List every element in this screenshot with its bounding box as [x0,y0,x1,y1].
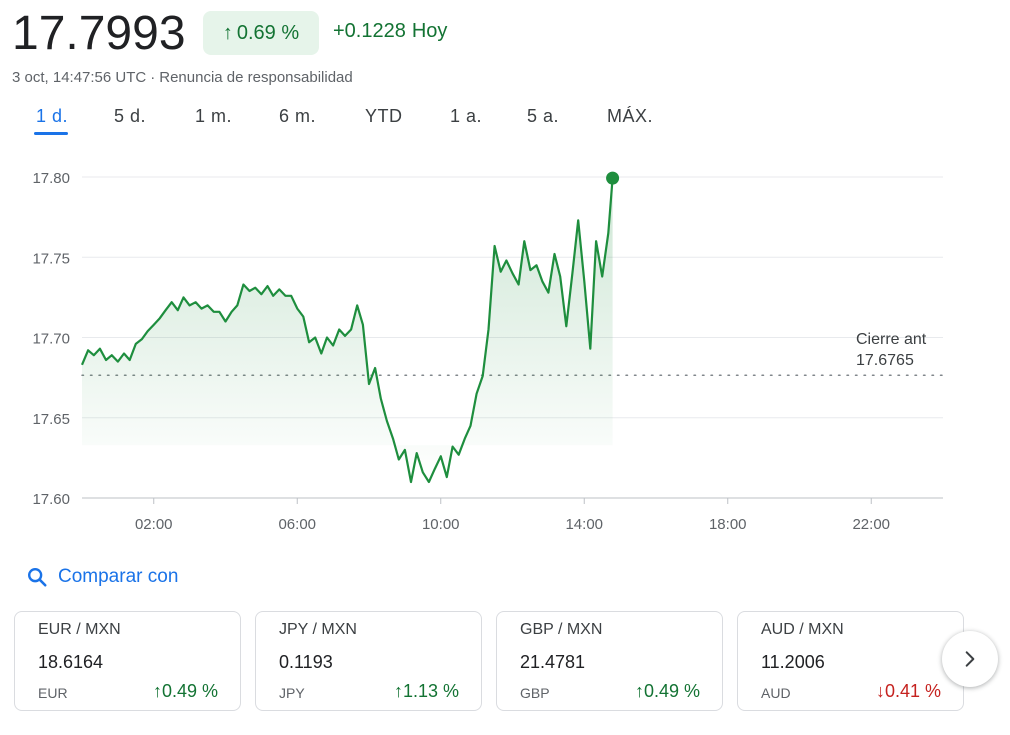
x-tick-label: 22:00 [852,516,890,533]
compare-label: Comparar con [58,566,179,587]
previous-close-value: 17.6765 [856,352,914,369]
y-tick-label: 17.80 [32,170,70,187]
card-value: 11.2006 [761,652,825,672]
price-area [82,178,613,482]
card-change: ↑1.13 % [394,681,459,702]
arrow-up-icon: ↑ [222,21,233,44]
card-pair: JPY / MXN [279,621,357,638]
arrow-up-icon: ↑ [152,681,162,701]
tab-1-year[interactable]: 1 a. [450,106,483,126]
card-change-value: 0.49 % [161,681,218,701]
card-value: 0.1193 [279,652,333,672]
tab-1-month[interactable]: 1 m. [195,106,233,126]
chevron-right-icon [965,651,975,667]
tab-5-years[interactable]: 5 a. [527,106,560,126]
card-change: ↑0.49 % [153,681,218,702]
time-range-tabs: 1 d. 5 d. 1 m. 6 m. YTD 1 a. 5 a. MÁX. [0,100,700,140]
compare-card-aud-mxn[interactable]: AUD / MXN 11.2006 AUD ↓0.41 % [737,611,964,711]
price-line [80,178,614,484]
card-change: ↑0.49 % [635,681,700,702]
y-tick-label: 17.65 [32,411,70,428]
search-icon [28,568,47,587]
card-currency: GBP [520,685,550,701]
change-period: Hoy [411,20,448,42]
x-tick-label: 10:00 [422,516,460,533]
x-tick-label: 18:00 [709,516,747,533]
compare-card-gbp-mxn[interactable]: GBP / MXN 21.4781 GBP ↑0.49 % [496,611,723,711]
compare-card-jpy-mxn[interactable]: JPY / MXN 0.1193 JPY ↑1.13 % [255,611,482,711]
previous-close-label: Cierre ant [856,331,927,348]
card-currency: AUD [761,685,791,701]
card-value: 21.4781 [520,652,586,672]
x-tick-label: 14:00 [565,516,603,533]
arrow-up-icon: ↑ [393,681,403,701]
tab-5-days[interactable]: 5 d. [114,106,147,126]
card-change-value: 0.49 % [643,681,700,701]
tab-6-months[interactable]: 6 m. [279,106,317,126]
separator: · [150,69,156,86]
arrow-up-icon: ↑ [634,681,644,701]
change-percent: 0.69 % [236,21,300,44]
active-tab-indicator [34,132,68,135]
tab-ytd[interactable]: YTD [365,106,403,126]
compare-with-button[interactable]: Comparar con [26,566,178,588]
next-cards-button[interactable] [942,631,998,687]
price-chart-svg: 17.80 17.75 17.70 17.65 17.60 02:00 06:00 10:00… [32,170,944,533]
card-pair: EUR / MXN [38,621,121,638]
current-price-dot [606,171,620,185]
x-tick-label: 06:00 [278,516,316,533]
tab-max[interactable]: MÁX. [607,106,654,126]
timestamp-line: 3 oct, 14:47:56 UTC · Renuncia de responsa… [12,69,353,86]
card-pair: AUD / MXN [761,621,844,638]
change-absolute-value: +0.1228 [333,20,406,42]
absolute-change: +0.1228 Hoy [333,20,447,43]
y-tick-label: 17.75 [32,250,70,267]
arrow-down-icon: ↓ [875,681,885,701]
y-tick-label: 17.70 [32,331,70,348]
change-percent-badge: ↑ 0.69 % [203,11,319,55]
card-change: ↓0.41 % [876,681,941,702]
card-pair: GBP / MXN [520,621,603,638]
card-currency: EUR [38,685,68,701]
current-price: 17.7993 [12,7,186,60]
tab-1-day[interactable]: 1 d. [36,106,69,126]
y-tick-label: 17.60 [32,491,70,508]
price-chart[interactable]: 17.80 17.75 17.70 17.65 17.60 02:00 06:00 10:00… [0,150,1010,550]
timestamp: 3 oct, 14:47:56 UTC [12,69,147,86]
card-currency: JPY [279,685,305,701]
card-change-value: 0.41 % [884,681,941,701]
x-tick-label: 02:00 [135,516,173,533]
compare-card-eur-mxn[interactable]: EUR / MXN 18.6164 EUR ↑0.49 % [14,611,241,711]
card-change-value: 1.13 % [402,681,459,701]
card-value: 18.6164 [38,652,104,672]
disclaimer-link[interactable]: Renuncia de responsabilidad [159,69,353,86]
